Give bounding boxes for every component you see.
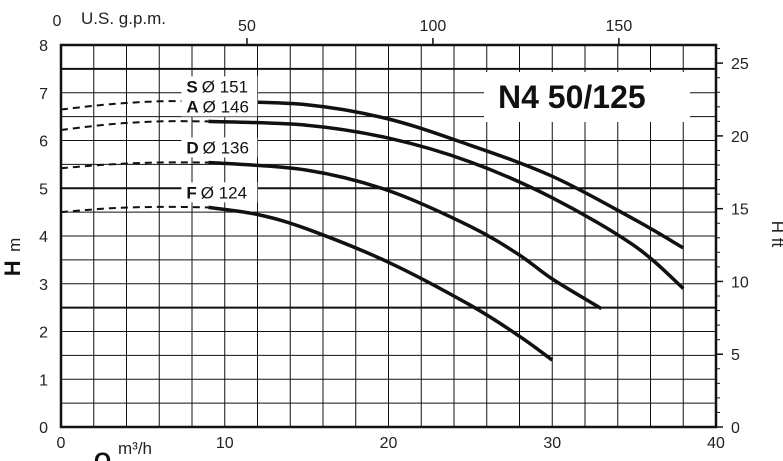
top-axis-label: U.S. g.p.m. <box>81 9 166 28</box>
model-title-box <box>484 72 690 122</box>
curve-a <box>208 119 685 290</box>
curve-label-diameter: Ø 124 <box>201 183 247 202</box>
right-tick-label: 10 <box>731 274 749 291</box>
curve-label-diameter: Ø 136 <box>203 138 249 157</box>
y-tick-label: 4 <box>39 229 48 246</box>
y-tick-label: 8 <box>39 38 48 55</box>
y-tick-label: 0 <box>39 420 48 437</box>
y-tick-label: 5 <box>39 181 48 198</box>
curve-f <box>208 205 554 362</box>
y-tick-label: 2 <box>39 325 48 342</box>
x-tick-label: 20 <box>380 435 398 452</box>
top-tick-label: 50 <box>238 18 256 35</box>
model-title: N4 50/125 <box>498 79 646 115</box>
x-tick-label: 40 <box>707 435 725 452</box>
curve-label-diameter: Ø 146 <box>203 97 249 116</box>
right-tick-label: 5 <box>731 347 740 364</box>
curve-label-s: S Ø 151 <box>186 77 248 96</box>
curve-label-letter: F <box>186 183 196 202</box>
x-tick-label: 0 <box>57 435 66 452</box>
curve-label-letter: S <box>186 77 197 96</box>
curve-label-letter: D <box>186 138 198 157</box>
curve-label-d: D Ø 136 <box>186 138 249 157</box>
y-tick-label: 1 <box>39 372 48 389</box>
curve-f-dashed <box>60 205 209 214</box>
y-tick-label: 6 <box>39 134 48 151</box>
x-axis-label: Q <box>94 448 111 461</box>
y-tick-label: 7 <box>39 86 48 103</box>
curve-label-a: A Ø 146 <box>186 97 249 116</box>
curve-label-bg <box>181 137 258 158</box>
curve-label-bg <box>181 76 258 97</box>
curve-label-diameter: Ø 151 <box>202 77 248 96</box>
curve-d-dashed <box>60 161 209 170</box>
right-tick-label: 0 <box>731 420 740 437</box>
y-axis-title: H m <box>0 238 25 277</box>
right-tick-label: 20 <box>731 129 749 146</box>
curve-a-dashed <box>60 120 209 131</box>
curve-d <box>208 160 603 311</box>
right-axis-label: H ft <box>768 221 783 248</box>
curve-label-letter: A <box>186 97 198 116</box>
y-axis-symbol: H <box>0 260 25 276</box>
right-tick-label: 25 <box>731 56 749 73</box>
y-axis-unit: m <box>5 238 24 252</box>
curve-label-bg <box>181 182 258 203</box>
top-tick-label: 0 <box>53 13 62 30</box>
curves <box>60 99 685 362</box>
right-tick-label: 15 <box>731 202 749 219</box>
curve-s <box>208 99 685 250</box>
x-axis-unit: m³/h <box>118 439 152 458</box>
plot-frame <box>59 43 718 429</box>
top-tick-label: 100 <box>420 18 447 35</box>
y-tick-label: 3 <box>39 277 48 294</box>
top-tick-label: 150 <box>606 18 633 35</box>
curve-label-bg <box>181 96 258 117</box>
curve-label-f: F Ø 124 <box>186 183 247 202</box>
y-axis-label: H m <box>0 238 25 277</box>
x-tick-label: 30 <box>543 435 561 452</box>
x-tick-label: 10 <box>216 435 234 452</box>
